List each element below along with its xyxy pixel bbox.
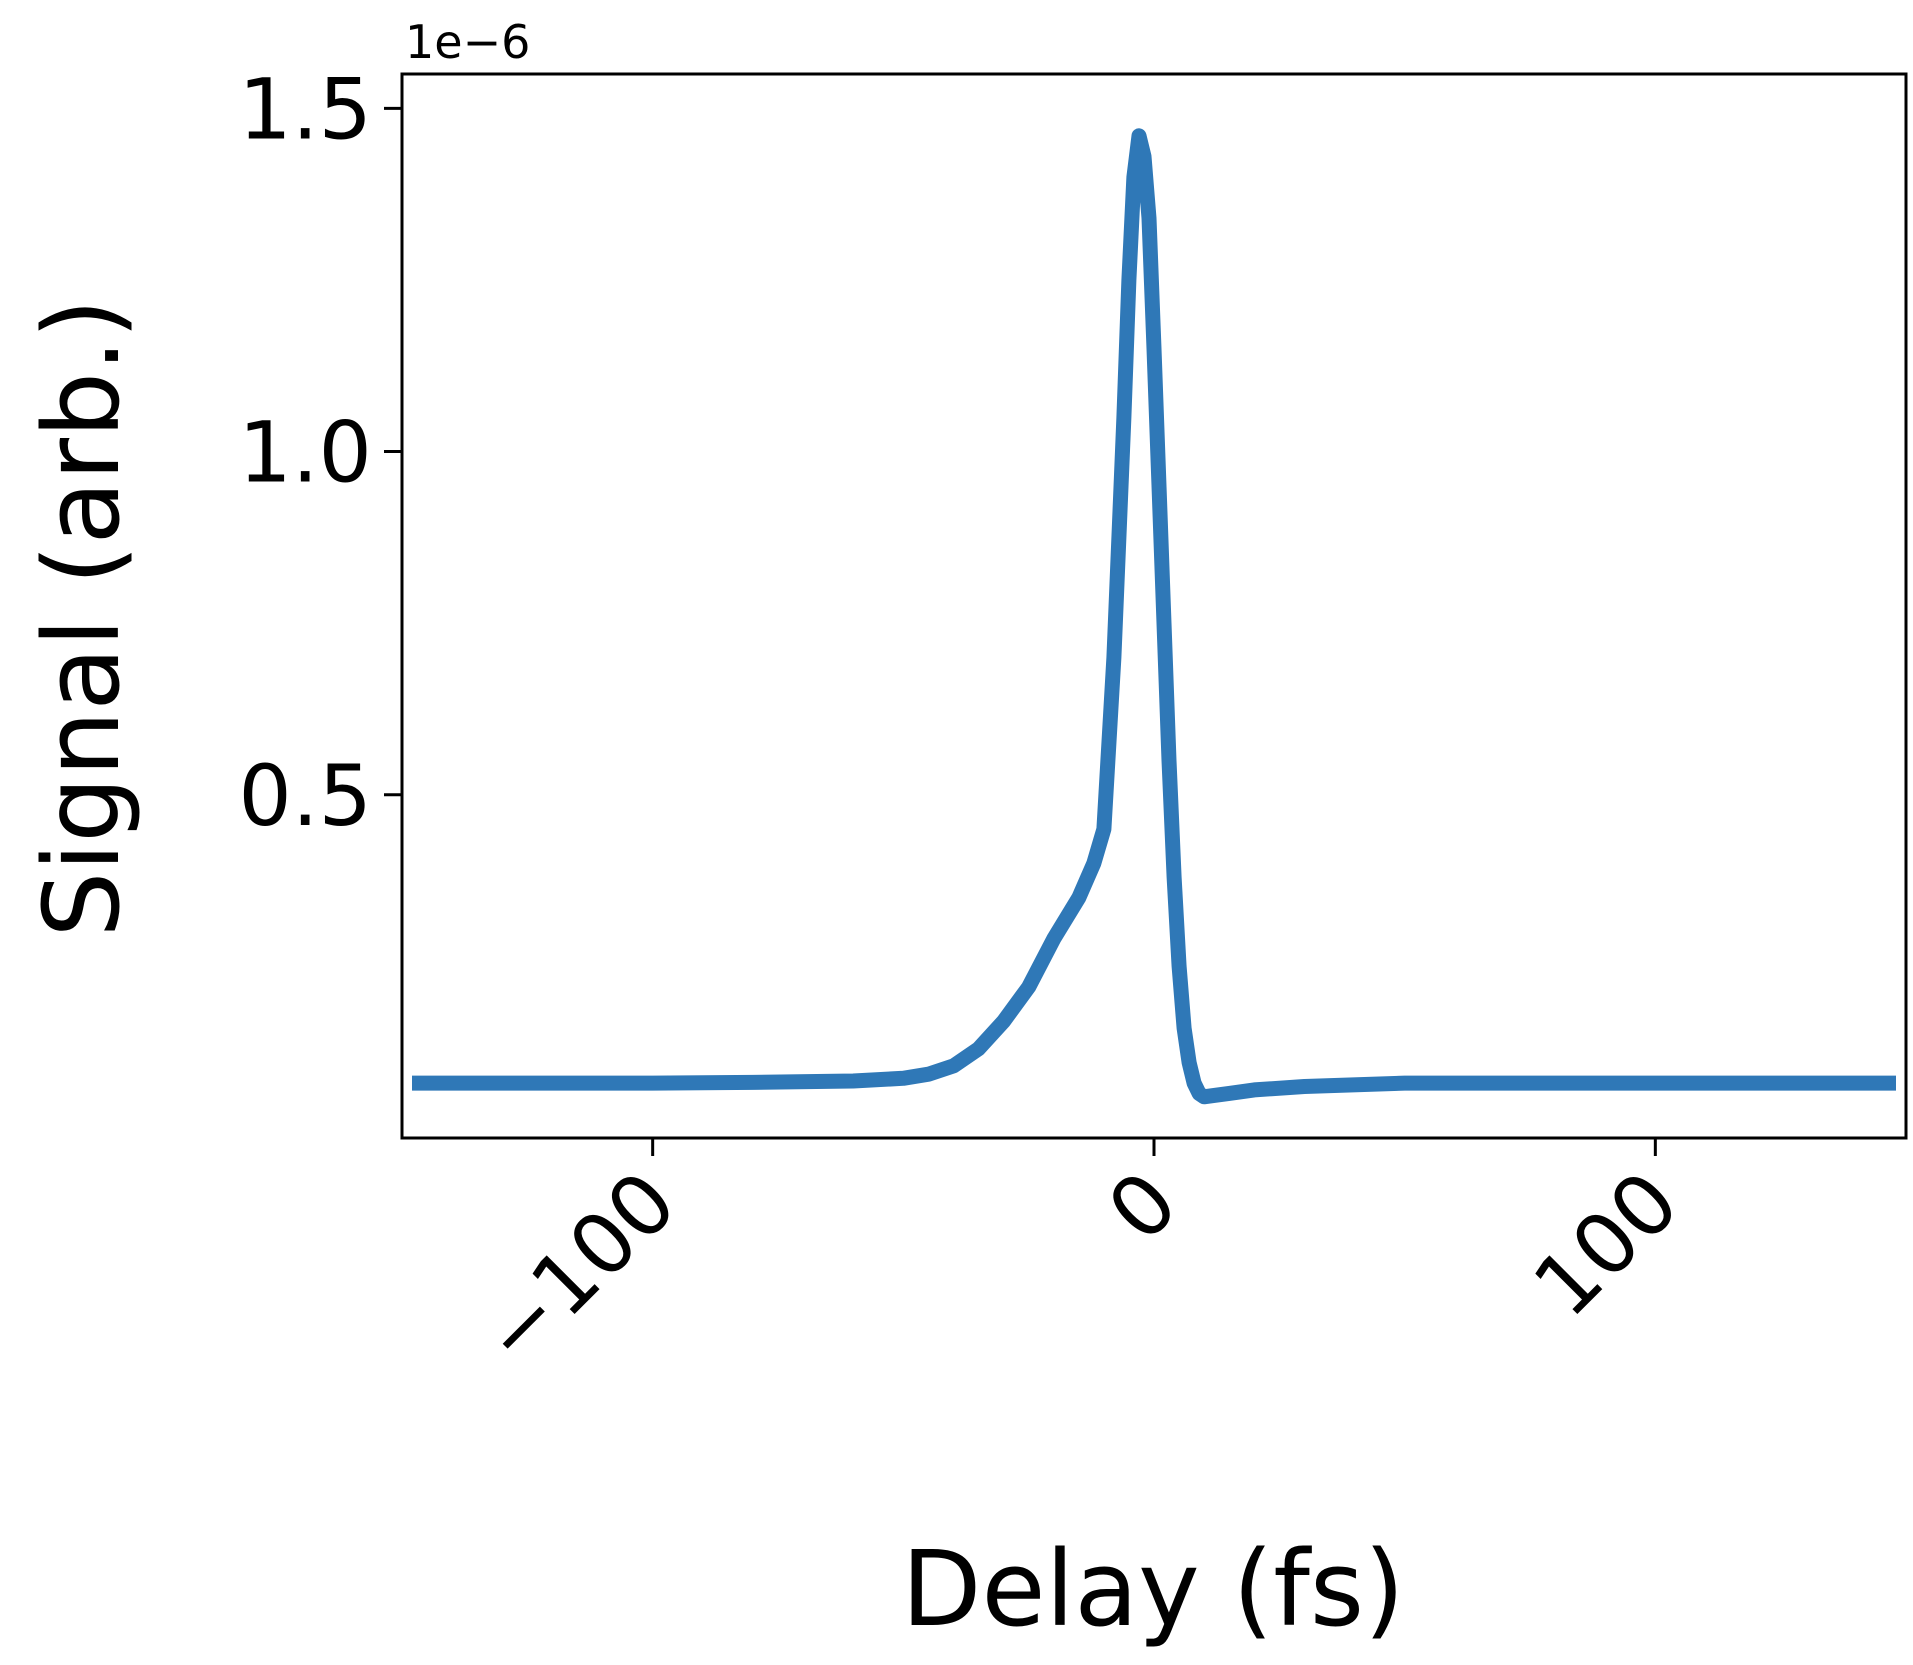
y-axis-label: Signal (arb.)	[21, 298, 143, 937]
plot-frame	[400, 72, 1908, 1140]
y-axis-ticks: 0.5 1.0 1.5	[238, 60, 402, 845]
y-tick-label: 0.5	[238, 747, 372, 845]
series-line	[412, 128, 1896, 1105]
y-axis-offset-label: 1e−6	[405, 15, 530, 69]
y-tick-label: 1.0	[238, 404, 372, 502]
x-axis-label: Delay (fs)	[901, 1528, 1404, 1650]
y-tick-label: 1.5	[238, 60, 372, 158]
